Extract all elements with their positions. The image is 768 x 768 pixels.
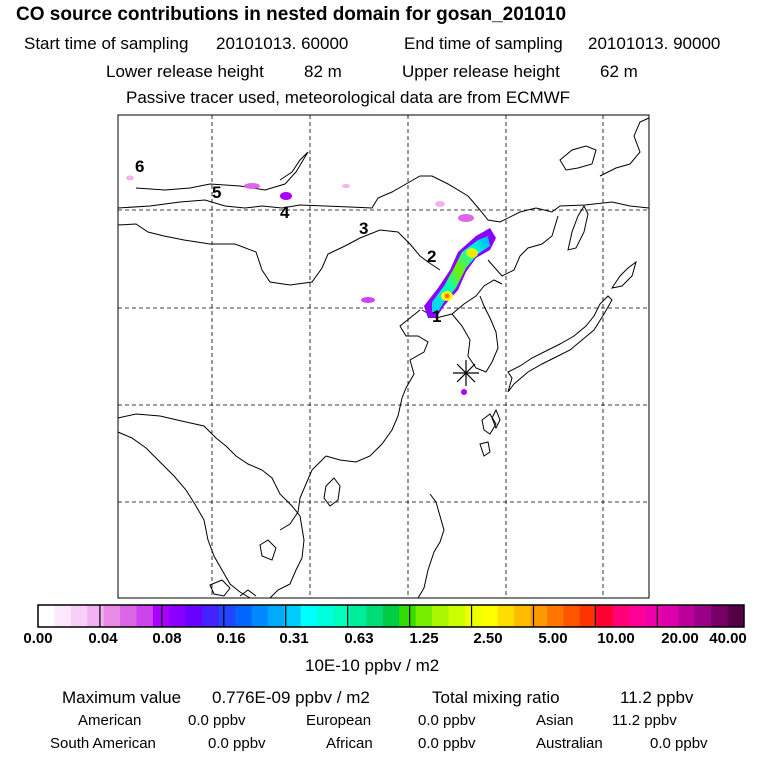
source-label-3: 3 xyxy=(359,219,368,238)
end-time-value: 20101013. 90000 xyxy=(588,34,721,53)
region-name: American xyxy=(78,712,142,729)
colorbar-swatch xyxy=(202,605,220,627)
colorbar-swatch xyxy=(185,605,203,627)
start-time-label: Start time of sampling xyxy=(24,34,189,53)
max-value: 0.776E-09 ppbv / m2 xyxy=(212,688,370,707)
colorbar-swatch xyxy=(711,605,728,627)
colorbar-swatch xyxy=(432,605,449,627)
colorbar-swatch xyxy=(694,605,712,627)
colorbar-swatch xyxy=(349,605,367,627)
colorbar-swatch xyxy=(415,605,433,627)
region-name: African xyxy=(326,735,373,752)
colorbar-swatch xyxy=(514,605,531,627)
colorbar-swatch xyxy=(481,605,499,627)
colorbar-swatch xyxy=(120,605,137,627)
colorbar-tick-label: 0.63 xyxy=(344,630,374,647)
colorbar-tick-label: 1.25 xyxy=(409,630,439,647)
colorbar-swatch xyxy=(399,605,417,627)
end-time-label: End time of sampling xyxy=(404,34,563,53)
colorbar-swatch xyxy=(382,605,400,627)
colorbar-swatch xyxy=(87,605,105,627)
colorbar-frame xyxy=(37,604,745,628)
colorbar-tick-label: 2.50 xyxy=(473,630,503,647)
total-mixing-value: 11.2 ppbv xyxy=(620,688,694,707)
colorbar-swatch xyxy=(333,605,351,627)
concentration-field xyxy=(126,175,496,395)
colorbar-tick-label: 20.00 xyxy=(661,630,699,647)
coastlines xyxy=(117,117,650,599)
colorbar-swatch xyxy=(54,605,72,627)
colorbar-swatch xyxy=(251,605,269,627)
source-label-5: 5 xyxy=(212,183,221,202)
colorbar-tick-label: 40.00 xyxy=(709,630,747,647)
colorbar-swatch xyxy=(218,605,236,627)
colorbar-tick-label: 10.00 xyxy=(597,630,635,647)
colorbar-tick-label: 0.31 xyxy=(279,630,309,647)
source-label-6: 6 xyxy=(135,157,144,176)
colorbar-tick-label: 0.00 xyxy=(23,630,53,647)
colorbar-swatch xyxy=(38,605,55,627)
plot-title: CO source contributions in nested domain… xyxy=(16,4,567,25)
upper-height-value: 62 m xyxy=(600,62,638,81)
colorbar-swatch xyxy=(661,605,679,627)
colorbar-swatch xyxy=(136,605,154,627)
tracer-note: Passive tracer used, meteorological data… xyxy=(126,88,571,107)
colorbar-swatch xyxy=(235,605,252,627)
region-name: Asian xyxy=(536,712,574,729)
total-mixing-label: Total mixing ratio xyxy=(432,688,560,707)
colorbar-swatch xyxy=(678,605,696,627)
colorbar-swatch xyxy=(300,605,318,627)
region-value: 0.0 ppbv xyxy=(418,735,476,752)
lower-height-value: 82 m xyxy=(304,62,342,81)
colorbar-swatch xyxy=(727,605,745,627)
asterisk-icon xyxy=(453,360,479,386)
colorbar-tick-label: 5.00 xyxy=(538,630,568,647)
colorbar-unit: 10E-10 ppbv / m2 xyxy=(305,656,440,675)
source-label-4: 4 xyxy=(280,203,290,222)
upper-height-label: Upper release height xyxy=(402,62,560,81)
region-name: European xyxy=(306,712,372,729)
colorbar-swatch xyxy=(497,605,515,627)
region-value: 0.0 ppbv xyxy=(650,735,708,752)
source-label-2: 2 xyxy=(427,247,436,266)
colorbar-swatch xyxy=(612,605,630,627)
colorbar-tick-label: 0.04 xyxy=(88,630,118,647)
region-name: South American xyxy=(50,735,156,752)
colorbar-swatch xyxy=(70,605,88,627)
colorbar-swatch xyxy=(448,605,466,627)
colorbar-tick-label: 0.08 xyxy=(152,630,182,647)
colorbar-swatch xyxy=(530,605,548,627)
lower-height-label: Lower release height xyxy=(106,62,264,81)
max-value-label: Maximum value xyxy=(62,688,182,707)
colorbar-swatch xyxy=(169,605,187,627)
start-time-value: 20101013. 60000 xyxy=(216,34,349,53)
colorbar-swatch xyxy=(317,605,334,627)
colorbar-swatch xyxy=(579,605,597,627)
colorbar-swatch xyxy=(103,605,121,627)
graticule xyxy=(118,115,649,598)
colorbar-swatch xyxy=(546,605,564,627)
region-value: 0.0 ppbv xyxy=(188,712,246,729)
colorbar-swatch xyxy=(596,605,614,627)
colorbar-swatch xyxy=(284,605,302,627)
colorbar-swatch xyxy=(645,605,663,627)
region-name: Australian xyxy=(536,735,603,752)
colorbar-swatch xyxy=(366,605,384,627)
colorbar-tick-label: 0.16 xyxy=(216,630,246,647)
region-value: 0.0 ppbv xyxy=(208,735,266,752)
region-value: 0.0 ppbv xyxy=(418,712,476,729)
colorbar-swatch xyxy=(629,605,646,627)
colorbar-swatch xyxy=(563,605,581,627)
colorbar-swatch xyxy=(267,605,285,627)
colorbar-swatch xyxy=(464,605,482,627)
source-label-1: 1 xyxy=(432,307,441,326)
region-value: 11.2 ppbv xyxy=(612,712,677,729)
